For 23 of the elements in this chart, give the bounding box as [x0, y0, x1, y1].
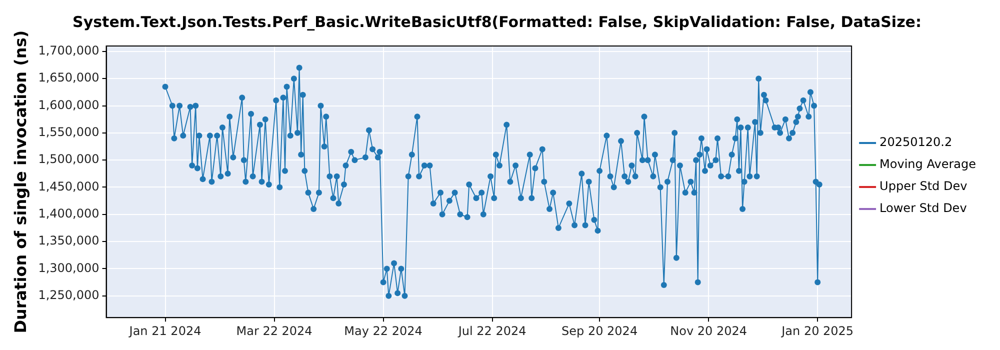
x-tick-label: Jan 21 2024 [128, 324, 202, 338]
legend-label: Upper Std Dev [880, 179, 968, 194]
legend-label: Lower Std Dev [880, 201, 967, 216]
y-tick-label: 1,600,000 [38, 98, 100, 112]
x-tick-label: Jan 20 2025 [780, 324, 854, 338]
y-tick-label: 1,500,000 [38, 152, 100, 166]
y-tick-label: 1,250,000 [38, 288, 100, 302]
x-tick-label: Mar 22 2024 [236, 324, 312, 338]
y-tick-label: 1,350,000 [38, 234, 100, 248]
legend-label: 20250120.2 [880, 135, 952, 150]
x-tick-label: Jul 22 2024 [457, 324, 526, 338]
y-axis-title: Duration of single invocation (ns) [10, 30, 30, 334]
y-tick-label: 1,700,000 [38, 44, 100, 58]
x-tick-label: Sep 20 2024 [562, 324, 638, 338]
y-tick-label: 1,450,000 [38, 179, 100, 194]
x-tick-label: May 22 2024 [344, 324, 422, 338]
chart-title: System.Text.Json.Tests.Perf_Basic.WriteBasicUtf8(Formatted: False, SkipValidation: False, DataSize: [72, 12, 922, 31]
y-tick-label: 1,400,000 [38, 206, 100, 221]
y-tick-label: 1,300,000 [38, 260, 100, 275]
legend-label: Moving Average [880, 157, 976, 172]
y-tick-label: 1,650,000 [38, 70, 100, 85]
x-tick-label: Nov 20 2024 [670, 324, 748, 338]
y-tick-label: 1,550,000 [38, 125, 100, 140]
